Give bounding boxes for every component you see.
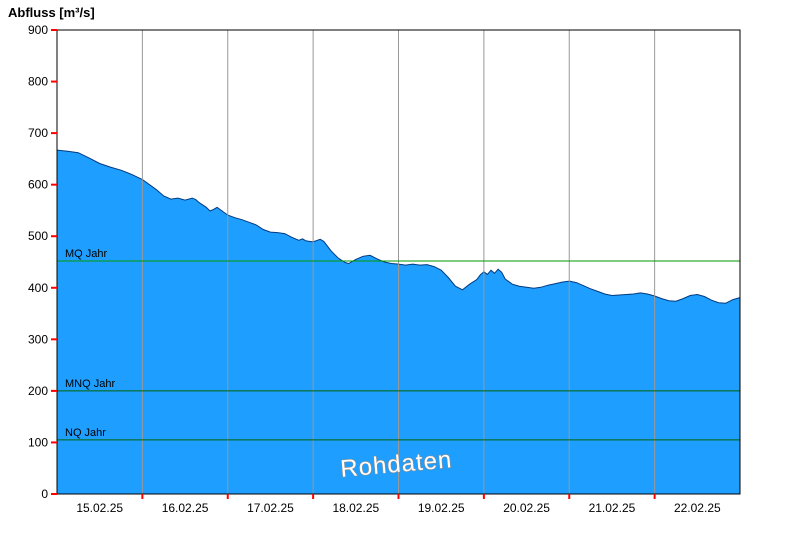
x-axis-label: 17.02.25 bbox=[247, 501, 294, 515]
y-axis-label: 0 bbox=[41, 487, 48, 501]
x-axis-label: 21.02.25 bbox=[589, 501, 636, 515]
y-axis-label: 100 bbox=[28, 435, 48, 449]
x-axis-label: 19.02.25 bbox=[418, 501, 465, 515]
y-axis-label: 700 bbox=[28, 126, 48, 140]
x-axis-label: 22.02.25 bbox=[674, 501, 721, 515]
x-axis-label: 16.02.25 bbox=[162, 501, 209, 515]
x-axis-label: 15.02.25 bbox=[76, 501, 123, 515]
mq-jahr-label: MQ Jahr bbox=[65, 248, 108, 260]
nq-jahr-label: NQ Jahr bbox=[65, 427, 106, 439]
x-axis-label: 18.02.25 bbox=[332, 501, 379, 515]
y-axis-label: 200 bbox=[28, 384, 48, 398]
y-axis-label: 500 bbox=[28, 229, 48, 243]
y-axis-label: 600 bbox=[28, 178, 48, 192]
x-axis-label: 20.02.25 bbox=[503, 501, 550, 515]
discharge-area-edge bbox=[56, 149, 741, 304]
y-axis-label: 800 bbox=[28, 75, 48, 89]
chart-title: Abfluss [m³/s] bbox=[8, 5, 95, 20]
mnq-jahr-label: MNQ Jahr bbox=[65, 378, 115, 390]
y-axis-label: 900 bbox=[28, 23, 48, 37]
y-axis-label: 400 bbox=[28, 281, 48, 295]
y-axis-label: 300 bbox=[28, 332, 48, 346]
